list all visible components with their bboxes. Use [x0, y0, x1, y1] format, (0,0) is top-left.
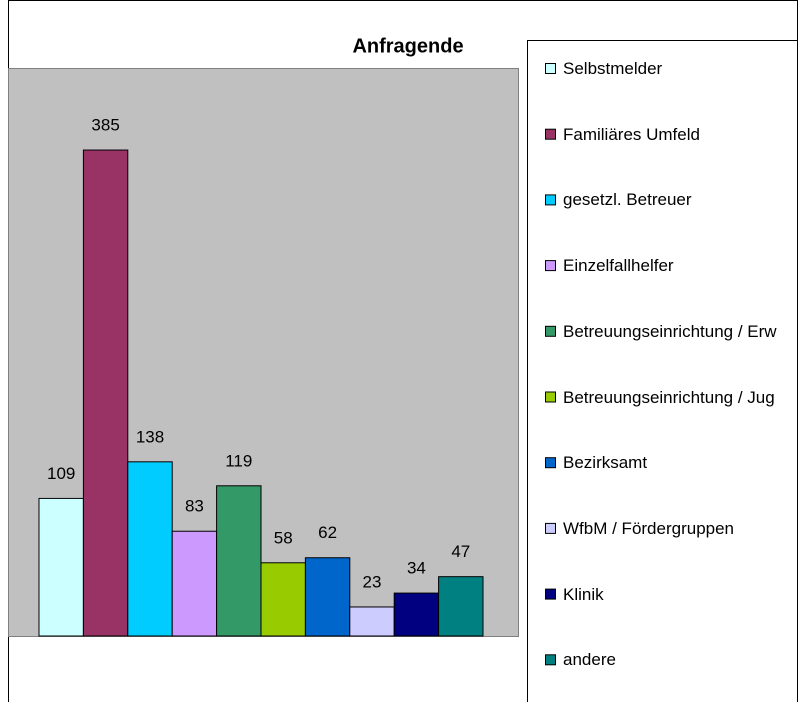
legend-marker [545, 63, 556, 74]
legend-label: Selbstmelder [563, 59, 663, 78]
bar [82, 149, 129, 637]
data-label: 58 [274, 528, 293, 547]
bar [38, 497, 84, 637]
data-label: 62 [318, 523, 337, 542]
legend-marker [545, 260, 556, 272]
data-label: 138 [136, 427, 164, 446]
legend-marker [545, 522, 556, 534]
bar [171, 530, 218, 637]
bar [127, 461, 173, 637]
legend-label: WfbM / Fördergruppen [563, 518, 735, 538]
data-label: 83 [185, 497, 204, 516]
legend-label: Einzelfallhelfer [563, 256, 674, 276]
legend-label: Betreuungseinrichtung / Jug [563, 387, 775, 407]
data-label: 385 [91, 116, 119, 135]
bar [438, 576, 484, 637]
legend-marker [545, 194, 556, 206]
data-label: 47 [451, 542, 470, 561]
legend-label: Bezirksamt [563, 453, 648, 473]
legend-marker [545, 457, 556, 469]
data-label: 23 [363, 572, 382, 591]
legend-label: Familiäres Umfeld [563, 124, 700, 144]
legend-label: Betreuungseinrichtung / Erw [563, 321, 777, 341]
legend-box [527, 40, 798, 702]
legend-label: andere [563, 650, 616, 670]
legend-marker [545, 588, 556, 600]
legend-marker [545, 325, 556, 337]
data-label: 109 [47, 464, 75, 483]
legend-marker [545, 128, 556, 140]
legend-marker [545, 391, 556, 403]
data-label: 34 [407, 559, 426, 578]
bar [216, 485, 262, 637]
legend-label: Klinik [563, 584, 604, 604]
bar [304, 557, 351, 637]
bar [393, 592, 440, 637]
bar [349, 606, 395, 637]
chart-title: Anfragende [352, 35, 463, 57]
legend-label: gesetzl. Betreuer [563, 190, 692, 210]
legend-marker [545, 654, 556, 666]
data-label: 119 [225, 451, 252, 470]
bar [260, 562, 306, 637]
